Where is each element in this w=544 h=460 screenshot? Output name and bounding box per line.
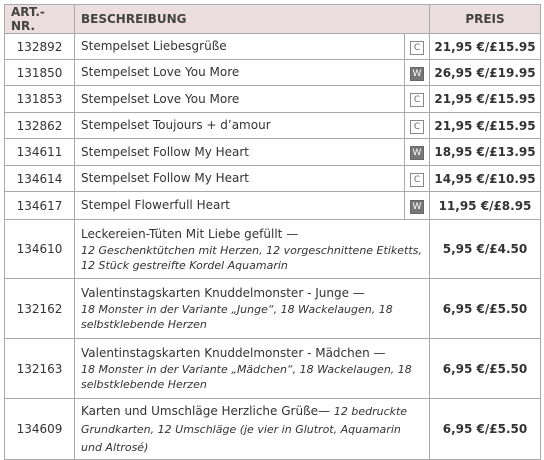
price: 21,95 €/£15.95 (429, 112, 541, 139)
code-badge: C (410, 93, 424, 107)
table-row: 132162 Valentinstagskarten Knuddelmonster… (4, 278, 541, 339)
description: Valentinstagskarten Knuddelmonster - Jun… (74, 278, 430, 339)
article-number: 134611 (4, 138, 75, 166)
item-title: Valentinstagskarten Knuddelmonster - Jun… (81, 286, 365, 300)
description: Stempelset Toujours + d’amour (74, 112, 405, 139)
code-badge: W (410, 146, 424, 160)
article-number: 134609 (4, 398, 75, 460)
item-detail: 12 Geschenktütchen mit Herzen, 12 vorges… (81, 243, 422, 272)
price: 21,95 €/£15.95 (429, 85, 541, 113)
code-badge: C (410, 119, 424, 134)
table-row: 134611 Stempelset Follow My Heart W 18,95 €… (4, 138, 541, 166)
price: 21,95 €/£15.95 (429, 33, 541, 60)
item-title: Stempelset Follow My Heart (81, 144, 250, 159)
price: 11,95 €/£8.95 (429, 191, 541, 220)
code-badge: W (410, 66, 424, 81)
header-cell: BESCHREIBUNG (74, 4, 430, 34)
code-cell: W (404, 59, 430, 86)
description: Stempelset Love You More (74, 85, 405, 113)
description: Valentinstagskarten Knuddelmonster - Mäd… (74, 338, 430, 399)
item-title: Stempelset Follow My Heart (81, 171, 250, 185)
table-row: 132163 Valentinstagskarten Knuddelmonster… (4, 338, 541, 399)
description: Karten und Umschläge Herzliche Grüße— 12… (74, 398, 430, 460)
description: Stempelset Follow My Heart (74, 138, 405, 166)
description: Stempel Flowerfull Heart (74, 191, 405, 220)
code-cell: W (404, 138, 430, 166)
price-table: ART.-NR. BESCHREIBUNG PREIS 132892 Stempe… (4, 4, 541, 460)
price: 6,95 €/£5.50 (429, 338, 541, 399)
table-row: 132862 Stempelset Toujours + d’amour C 21,9… (4, 112, 541, 139)
item-title: Stempelset Toujours + d’amour (81, 118, 271, 132)
article-number: 132162 (4, 278, 75, 339)
code-cell: C (404, 85, 430, 113)
table-body: 132892 Stempelset Liebesgrüße C 21,95 €/£15… (4, 33, 541, 460)
description: Stempelset Follow My Heart (74, 165, 405, 192)
table-row: 131850 Stempelset Love You More W 26,95 €/£… (4, 59, 541, 86)
code-cell: C (404, 112, 430, 139)
price: 26,95 €/£19.95 (429, 59, 541, 86)
article-number: 134614 (4, 165, 75, 192)
header-cell: PREIS (429, 4, 541, 34)
article-number: 131853 (4, 85, 75, 113)
article-number: 131850 (4, 59, 75, 86)
article-number: 134617 (4, 191, 75, 220)
item-title: Karten und Umschläge Herzliche Grüße— (81, 403, 331, 418)
item-title: Stempelset Love You More (81, 65, 240, 79)
code-badge: W (410, 199, 424, 214)
item-title: Valentinstagskarten Knuddelmonster - Mäd… (81, 346, 386, 360)
item-detail: 12 bedruckte Grundkarten, 12 Umschläge (… (81, 404, 408, 454)
price: 6,95 €/£5.50 (429, 278, 541, 339)
table-row: 131853 Stempelset Love You More C 21,95 €/£… (4, 85, 541, 113)
article-number: 134610 (4, 219, 75, 279)
item-title: Leckereien-Tüten Mit Liebe gefüllt — (81, 226, 299, 241)
item-title: Stempelset Love You More (81, 91, 240, 106)
price: 14,95 €/£10.95 (429, 165, 541, 192)
article-number: 132892 (4, 33, 75, 60)
code-badge: C (410, 172, 424, 187)
table-row: 134610 Leckereien-Tüten Mit Liebe gefüllt… (4, 219, 541, 279)
code-cell: C (404, 165, 430, 192)
price: 18,95 €/£13.95 (429, 138, 541, 166)
item-detail: 18 Monster in der Variante „Mädchen“, 18… (81, 363, 412, 391)
header-row: ART.-NR. BESCHREIBUNG PREIS (4, 4, 541, 34)
price: 5,95 €/£4.50 (429, 219, 541, 279)
code-badge: C (410, 40, 424, 55)
code-cell: C (404, 33, 430, 60)
code-cell: W (404, 191, 430, 220)
article-number: 132163 (4, 338, 75, 399)
table-row: 132892 Stempelset Liebesgrüße C 21,95 €/£15… (4, 33, 541, 60)
description: Leckereien-Tüten Mit Liebe gefüllt — 12 … (74, 219, 430, 279)
price: 6,95 €/£5.50 (429, 398, 541, 460)
item-detail: 18 Monster in der Variante „Junge“, 18 W… (81, 303, 393, 331)
table-row: 134617 Stempel Flowerfull Heart W 11,95 €/£… (4, 191, 541, 220)
table-row: 134614 Stempelset Follow My Heart C 14,95 €… (4, 165, 541, 192)
description: Stempelset Liebesgrüße (74, 33, 405, 60)
item-title: Stempel Flowerfull Heart (81, 198, 230, 212)
header-cell: ART.-NR. (4, 4, 75, 34)
item-title: Stempelset Liebesgrüße (81, 39, 227, 53)
article-number: 132862 (4, 112, 75, 139)
description: Stempelset Love You More (74, 59, 405, 86)
table-row: 134609 Karten und Umschläge Herzliche Grü… (4, 398, 541, 460)
